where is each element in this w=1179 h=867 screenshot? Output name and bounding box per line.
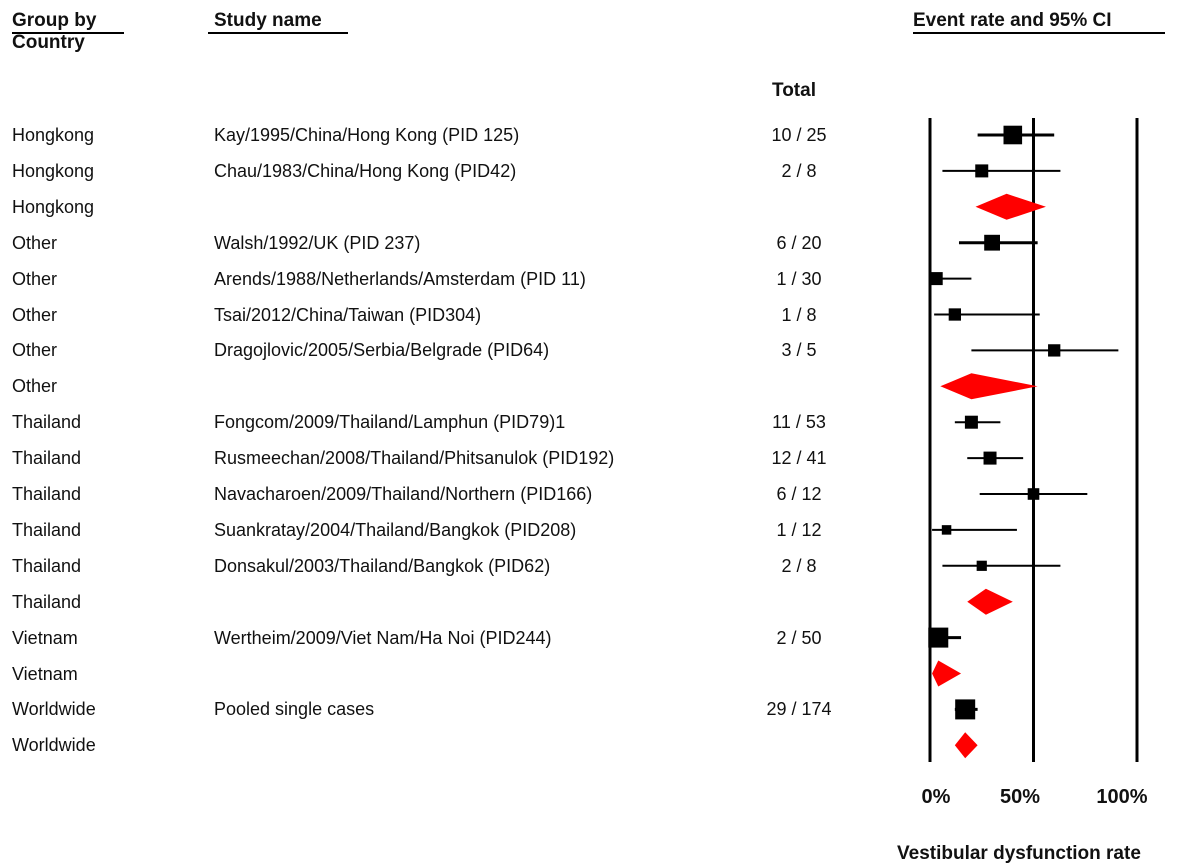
point-estimate bbox=[955, 699, 976, 720]
row-group-label: Other bbox=[12, 232, 58, 253]
row-study-name: Wertheim/2009/Viet Nam/Ha Noi (PID244) bbox=[214, 627, 552, 648]
row-total: 6 / 20 bbox=[776, 232, 822, 253]
row-group-label: Thailand bbox=[12, 555, 82, 576]
row-total: 1 / 12 bbox=[776, 519, 822, 540]
row-study-name: Suankratay/2004/Thailand/Bangkok (PID208… bbox=[214, 519, 577, 540]
pooled-diamond bbox=[975, 193, 1046, 220]
row-total: 3 / 5 bbox=[781, 340, 817, 361]
row-group-label: Hongkong bbox=[12, 125, 95, 145]
group-header: Group by Country bbox=[12, 10, 97, 53]
row-group-label: Worldwide bbox=[12, 699, 96, 720]
row-study-name: Tsai/2012/China/Taiwan (PID304) bbox=[214, 304, 482, 325]
row-study-name: Walsh/1992/UK (PID 237) bbox=[214, 232, 421, 253]
point-estimate bbox=[975, 164, 989, 178]
point-estimate bbox=[929, 272, 943, 286]
ci-header-underline bbox=[913, 32, 1165, 34]
group-header-underline bbox=[12, 32, 124, 34]
point-estimate bbox=[976, 560, 987, 571]
point-estimate bbox=[1048, 344, 1061, 357]
x-tick-50: 50% bbox=[999, 786, 1041, 808]
row-group-label: Worldwide bbox=[12, 735, 96, 756]
row-study-name: Rusmeechan/2008/Thailand/Phitsanulok (PI… bbox=[214, 448, 615, 469]
row-group-label: Other bbox=[12, 268, 58, 289]
row-total: 2 / 8 bbox=[781, 160, 817, 181]
total-header: Total bbox=[772, 80, 816, 101]
row-group-label: Thailand bbox=[12, 484, 82, 504]
row-group-label: Other bbox=[12, 376, 58, 397]
row-total: 1 / 8 bbox=[781, 304, 817, 325]
pooled-diamond bbox=[954, 732, 978, 759]
study-header: Study name bbox=[214, 10, 322, 31]
row-group-label: Thailand bbox=[12, 591, 82, 612]
row-total: 2 / 8 bbox=[781, 555, 817, 576]
point-estimate bbox=[948, 308, 961, 321]
row-study-name: Navacharoen/2009/Thailand/Northern (PID1… bbox=[214, 484, 593, 504]
row-group-label: Other bbox=[12, 304, 58, 325]
point-estimate bbox=[984, 234, 1000, 251]
row-group-label: Hongkong bbox=[12, 160, 95, 181]
row-group-label: Thailand bbox=[12, 519, 82, 540]
x-tick-100: 100% bbox=[1096, 786, 1148, 808]
point-estimate bbox=[928, 627, 949, 648]
study-header-underline bbox=[208, 32, 348, 34]
row-total: 29 / 174 bbox=[766, 699, 832, 720]
point-estimate bbox=[941, 525, 952, 535]
x-tick-0: 0% bbox=[921, 786, 951, 808]
row-group-label: Thailand bbox=[12, 448, 82, 469]
row-study-name: Arends/1988/Netherlands/Amsterdam (PID 1… bbox=[214, 268, 586, 289]
row-group-label: Vietnam bbox=[12, 627, 78, 648]
point-estimate bbox=[1003, 125, 1023, 145]
row-group-label: Hongkong bbox=[12, 196, 95, 217]
point-estimate bbox=[1027, 488, 1040, 500]
row-group-label: Thailand bbox=[12, 412, 82, 433]
point-estimate bbox=[983, 451, 997, 465]
row-total: 1 / 30 bbox=[776, 268, 822, 289]
row-group-label: Other bbox=[12, 340, 58, 361]
x-axis-label: Vestibular dysfunction rate bbox=[897, 843, 1141, 864]
row-study-name: Donsakul/2003/Thailand/Bangkok (PID62) bbox=[214, 555, 551, 576]
pooled-diamond bbox=[932, 660, 962, 687]
row-study-name: Fongcom/2009/Thailand/Lamphun (PID79)1 bbox=[214, 412, 566, 433]
row-total: 2 / 50 bbox=[776, 627, 822, 648]
row-total: 10 / 25 bbox=[771, 125, 827, 145]
pooled-diamond bbox=[940, 373, 1038, 400]
point-estimate bbox=[964, 415, 978, 429]
row-study-name: Dragojlovic/2005/Serbia/Belgrade (PID64) bbox=[214, 340, 550, 361]
ci-header: Event rate and 95% CI bbox=[913, 10, 1112, 31]
row-total: 12 / 41 bbox=[771, 448, 827, 469]
row-study-name: Chau/1983/China/Hong Kong (PID42) bbox=[214, 160, 517, 181]
row-study-name: Kay/1995/China/Hong Kong (PID 125) bbox=[214, 125, 520, 145]
row-study-name: Pooled single cases bbox=[214, 699, 375, 720]
pooled-diamond bbox=[967, 588, 1013, 615]
row-group-label: Vietnam bbox=[12, 663, 78, 684]
row-total: 6 / 12 bbox=[776, 484, 822, 504]
row-total: 11 / 53 bbox=[772, 412, 826, 433]
